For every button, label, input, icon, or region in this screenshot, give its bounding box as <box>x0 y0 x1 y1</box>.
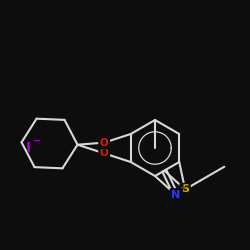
Text: S: S <box>181 184 189 194</box>
Text: N: N <box>171 190 180 200</box>
Text: O: O <box>100 138 108 148</box>
Text: −: − <box>33 136 41 146</box>
Text: O: O <box>100 148 108 158</box>
Text: +: + <box>179 183 186 192</box>
Text: I: I <box>26 141 30 155</box>
